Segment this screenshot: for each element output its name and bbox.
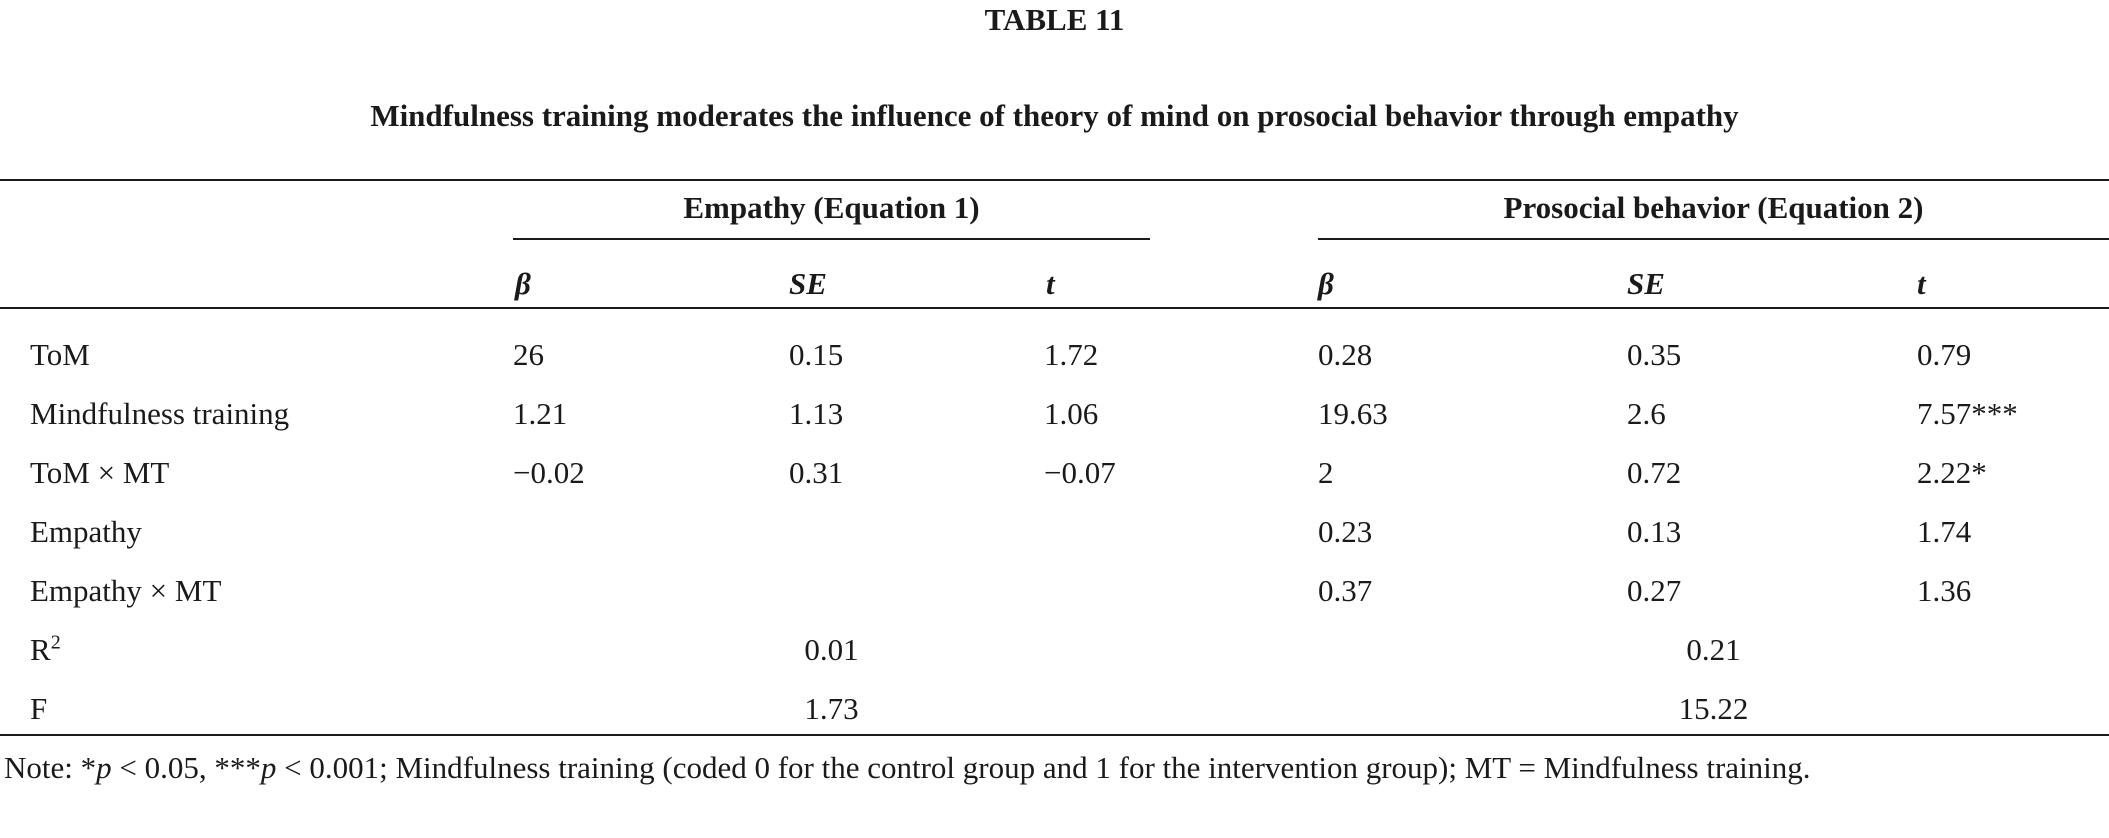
row-label: Mindfulness training — [30, 396, 290, 431]
row-label: ToM — [30, 337, 90, 372]
table-caption: Mindfulness training moderates the influ… — [370, 98, 1739, 133]
column-header-beta-eq2: β — [1318, 266, 1334, 301]
cell-beta-eq2: 2 — [1318, 455, 1334, 490]
cell-se-eq1: 1.13 — [789, 396, 844, 431]
column-header-t-eq2: t — [1917, 266, 1926, 301]
cell-t-eq2: 2.22* — [1917, 455, 1987, 490]
row-label: Empathy — [30, 514, 142, 549]
cell-beta-eq1: 26 — [513, 337, 544, 372]
cell-beta-eq2: 19.63 — [1318, 396, 1388, 431]
column-header-t-eq1: t — [1046, 266, 1055, 301]
cell-f-eq2: 15.22 — [1678, 691, 1749, 726]
r-squared-superscript: 2 — [50, 631, 61, 654]
cell-t-eq2: 0.79 — [1917, 337, 1972, 372]
group-header-empathy: Empathy (Equation 1) — [683, 190, 980, 225]
cell-beta-eq1: 1.21 — [513, 396, 568, 431]
cell-f-eq1: 1.73 — [804, 691, 859, 726]
cell-se-eq2: 0.27 — [1627, 573, 1682, 608]
cell-r-squared-eq2: 0.21 — [1686, 632, 1741, 667]
column-header-se-eq1: SE — [789, 266, 827, 301]
cell-beta-eq2: 0.28 — [1318, 337, 1373, 372]
group-rule-empathy — [513, 238, 1150, 240]
cell-se-eq1: 0.31 — [789, 455, 844, 490]
row-label-f: F — [30, 691, 48, 726]
cell-se-eq2: 2.6 — [1627, 396, 1666, 431]
cell-se-eq2: 0.13 — [1627, 514, 1682, 549]
cell-se-eq2: 0.72 — [1627, 455, 1682, 490]
cell-t-eq1: 1.06 — [1044, 396, 1099, 431]
note-prefix: Note: — [4, 750, 81, 785]
cell-beta-eq2: 0.37 — [1318, 573, 1373, 608]
note-sig-2: < 0.001; Mindfulness training (coded 0 f… — [276, 750, 1811, 785]
cell-r-squared-eq1: 0.01 — [804, 632, 859, 667]
row-label: Empathy × MT — [30, 573, 222, 608]
row-label: ToM × MT — [30, 455, 170, 490]
bottom-rule — [0, 734, 2109, 736]
cell-t-eq2: 1.36 — [1917, 573, 1972, 608]
note-p-1: p — [96, 750, 112, 785]
cell-se-eq2: 0.35 — [1627, 337, 1682, 372]
note-p-2: p — [260, 750, 277, 785]
cell-t-eq2: 7.57*** — [1917, 396, 2018, 431]
cell-t-eq1: 1.72 — [1044, 337, 1099, 372]
group-header-prosocial: Prosocial behavior (Equation 2) — [1503, 190, 1924, 225]
row-label-r-squared: R2 — [30, 630, 61, 670]
r-squared-label: R — [30, 632, 51, 667]
group-rule-prosocial — [1318, 238, 2109, 240]
top-rule — [0, 179, 2109, 181]
note-star-3: *** — [214, 750, 261, 785]
cell-beta-eq2: 0.23 — [1318, 514, 1373, 549]
cell-beta-eq1: −0.02 — [513, 455, 585, 490]
cell-t-eq1: −0.07 — [1044, 455, 1116, 490]
column-header-beta-eq1: β — [515, 266, 531, 301]
note-star-1: * — [80, 750, 97, 785]
header-rule — [0, 307, 2109, 309]
table-number: TABLE 11 — [984, 2, 1125, 37]
table-note: Note: *p < 0.05, ***p < 0.001; Mindfulne… — [4, 748, 2104, 788]
cell-se-eq1: 0.15 — [789, 337, 844, 372]
note-sig-1: < 0.05, — [111, 750, 215, 785]
column-header-se-eq2: SE — [1627, 266, 1665, 301]
cell-t-eq2: 1.74 — [1917, 514, 1972, 549]
